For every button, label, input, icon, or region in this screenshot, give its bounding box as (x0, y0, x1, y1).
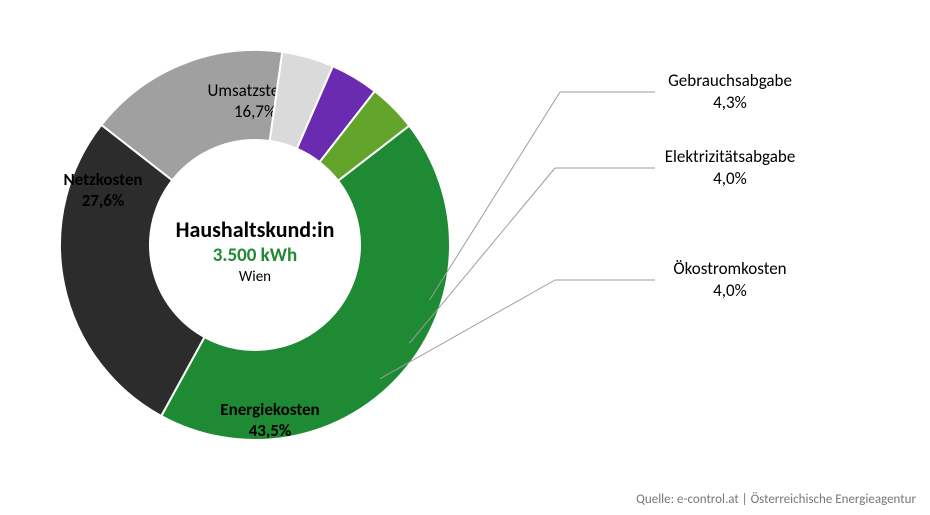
center-subtitle: 3.500 kWh (213, 244, 297, 267)
label-oekostromkosten: Ökostromkosten (673, 258, 786, 279)
pct-gebrauchsabgabe: 4,3% (713, 92, 747, 113)
pct-energiekosten: 43,5% (249, 420, 292, 441)
pct-oekostromkosten: 4,0% (713, 280, 747, 301)
source-text: Quelle: e-control.at | Österreichische E… (636, 492, 916, 507)
label-elektrizitaetsabgabe: Elektrizitätsabgabe (665, 146, 796, 167)
pct-elektrizitaetsabgabe: 4,0% (713, 168, 747, 189)
center-location: Wien (239, 268, 271, 286)
label-gebrauchsabgabe: Gebrauchsabgabe (668, 70, 792, 91)
donut-svg: Umsatzsteuer16,7%Energiekosten43,5%Netzk… (0, 0, 930, 515)
donut-chart: Umsatzsteuer16,7%Energiekosten43,5%Netzk… (0, 0, 930, 515)
pct-netzkosten: 27,6% (82, 190, 125, 211)
leader-gebrauchsabgabe (430, 92, 560, 300)
label-energiekosten: Energiekosten (220, 399, 319, 420)
slice-energiekosten (161, 126, 450, 440)
center-title: Haushaltskund:in (176, 216, 335, 243)
pct-umsatzsteuer: 16,7% (234, 101, 276, 122)
label-netzkosten: Netzkosten (63, 169, 142, 190)
